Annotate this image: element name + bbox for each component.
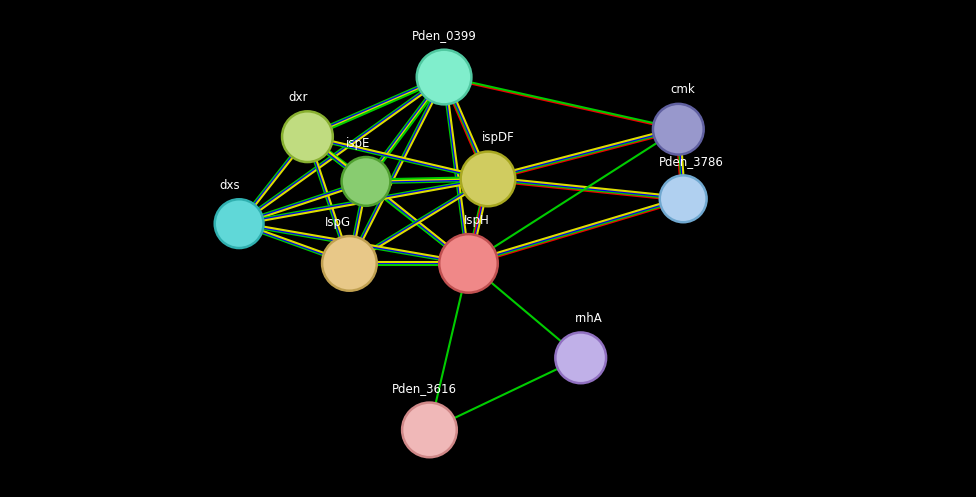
Text: dxs: dxs bbox=[219, 179, 240, 192]
Text: cmk: cmk bbox=[671, 83, 696, 96]
Ellipse shape bbox=[322, 236, 377, 291]
Text: IspH: IspH bbox=[464, 214, 489, 227]
Ellipse shape bbox=[342, 157, 390, 206]
Ellipse shape bbox=[215, 199, 264, 248]
Text: Pden_3786: Pden_3786 bbox=[659, 155, 723, 168]
Text: dxr: dxr bbox=[288, 91, 307, 104]
Ellipse shape bbox=[439, 234, 498, 293]
Text: IspG: IspG bbox=[325, 216, 350, 229]
Ellipse shape bbox=[653, 104, 704, 155]
Text: Pden_0399: Pden_0399 bbox=[412, 29, 476, 42]
Ellipse shape bbox=[417, 50, 471, 104]
Ellipse shape bbox=[402, 403, 457, 457]
Text: Pden_3616: Pden_3616 bbox=[392, 382, 457, 395]
Text: ispE: ispE bbox=[346, 137, 370, 150]
Text: rnhA: rnhA bbox=[575, 312, 602, 325]
Ellipse shape bbox=[555, 332, 606, 383]
Ellipse shape bbox=[282, 111, 333, 162]
Text: ispDF: ispDF bbox=[481, 131, 514, 144]
Ellipse shape bbox=[660, 175, 707, 222]
Ellipse shape bbox=[461, 152, 515, 206]
